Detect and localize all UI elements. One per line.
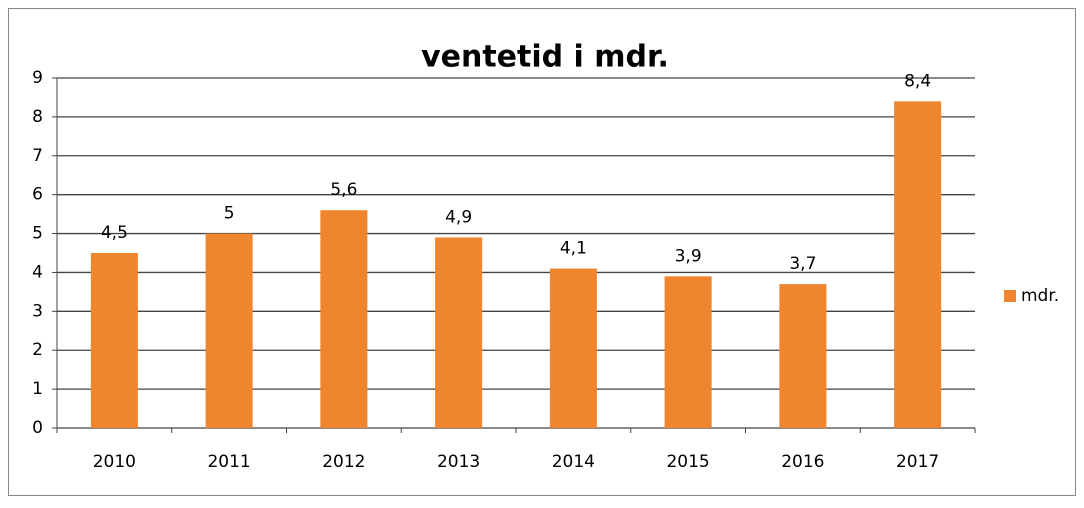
y-tick-label: 6: [32, 185, 43, 205]
x-tick-label: 2016: [781, 452, 824, 472]
y-tick-label: 8: [32, 107, 43, 127]
bar: [205, 233, 253, 428]
value-label: 4,1: [560, 239, 587, 259]
value-label: 4,9: [445, 207, 472, 227]
y-tick-label: 0: [32, 418, 43, 438]
y-tick-label: 3: [32, 301, 43, 321]
x-tick-label: 2012: [322, 452, 365, 472]
legend-swatch: [1004, 290, 1016, 302]
x-tick-label: 2014: [552, 452, 595, 472]
value-label: 5: [224, 204, 235, 224]
bar: [90, 253, 138, 428]
y-tick-label: 7: [32, 146, 43, 166]
x-tick-label: 2017: [896, 452, 939, 472]
y-tick-label: 9: [32, 68, 43, 88]
bar: [894, 101, 942, 428]
y-tick-label: 2: [32, 340, 43, 360]
x-tick-label: 2011: [207, 452, 250, 472]
y-tick-label: 5: [32, 224, 43, 244]
x-tick-label: 2010: [93, 452, 136, 472]
y-tick-label: 4: [32, 262, 43, 282]
bar: [549, 268, 597, 428]
bar: [779, 284, 827, 428]
chart-title: ventetid i mdr.: [421, 40, 669, 75]
value-label: 5,6: [330, 180, 357, 200]
bar: [320, 210, 368, 428]
value-label: 8,4: [904, 71, 931, 91]
value-label: 3,7: [789, 254, 816, 274]
bar: [435, 237, 483, 428]
bar: [664, 276, 712, 428]
value-label: 4,5: [101, 223, 128, 243]
legend-label: mdr.: [1021, 286, 1059, 306]
x-tick-label: 2015: [666, 452, 709, 472]
x-tick-label: 2013: [437, 452, 480, 472]
value-label: 3,9: [675, 246, 702, 266]
y-tick-label: 1: [32, 379, 43, 399]
